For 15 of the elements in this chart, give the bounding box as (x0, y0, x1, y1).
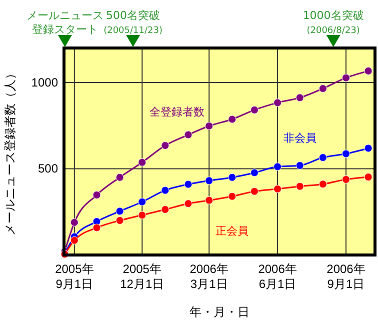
x-tick-label: 2006年 6月1日 (258, 262, 297, 291)
x-tick-label: 2005年 12月1日 (120, 262, 164, 291)
series-label: 全登録者数 (150, 105, 205, 118)
y-tick-label: 1000 (31, 75, 58, 90)
text: 1000名突破 (2006/8/23) (302, 9, 364, 36)
series-label: 非会員 (283, 131, 316, 144)
text: メールニュース登録スタート (26, 9, 104, 36)
x-axis-title: 年・月・日 (190, 305, 250, 319)
text: 500名突破 (2005/11/23) (104, 9, 162, 36)
x-tick-label: 2005年 9月1日 (55, 262, 94, 291)
x-tick-label: 2006年 9月1日 (326, 262, 366, 291)
y-axis-title: メールニュース登録者数（人） (3, 68, 17, 236)
series-label: 正会員 (216, 224, 249, 238)
x-tick-label: 2006年 3月1日 (190, 262, 228, 291)
y-tick-label: 500 (38, 162, 58, 176)
